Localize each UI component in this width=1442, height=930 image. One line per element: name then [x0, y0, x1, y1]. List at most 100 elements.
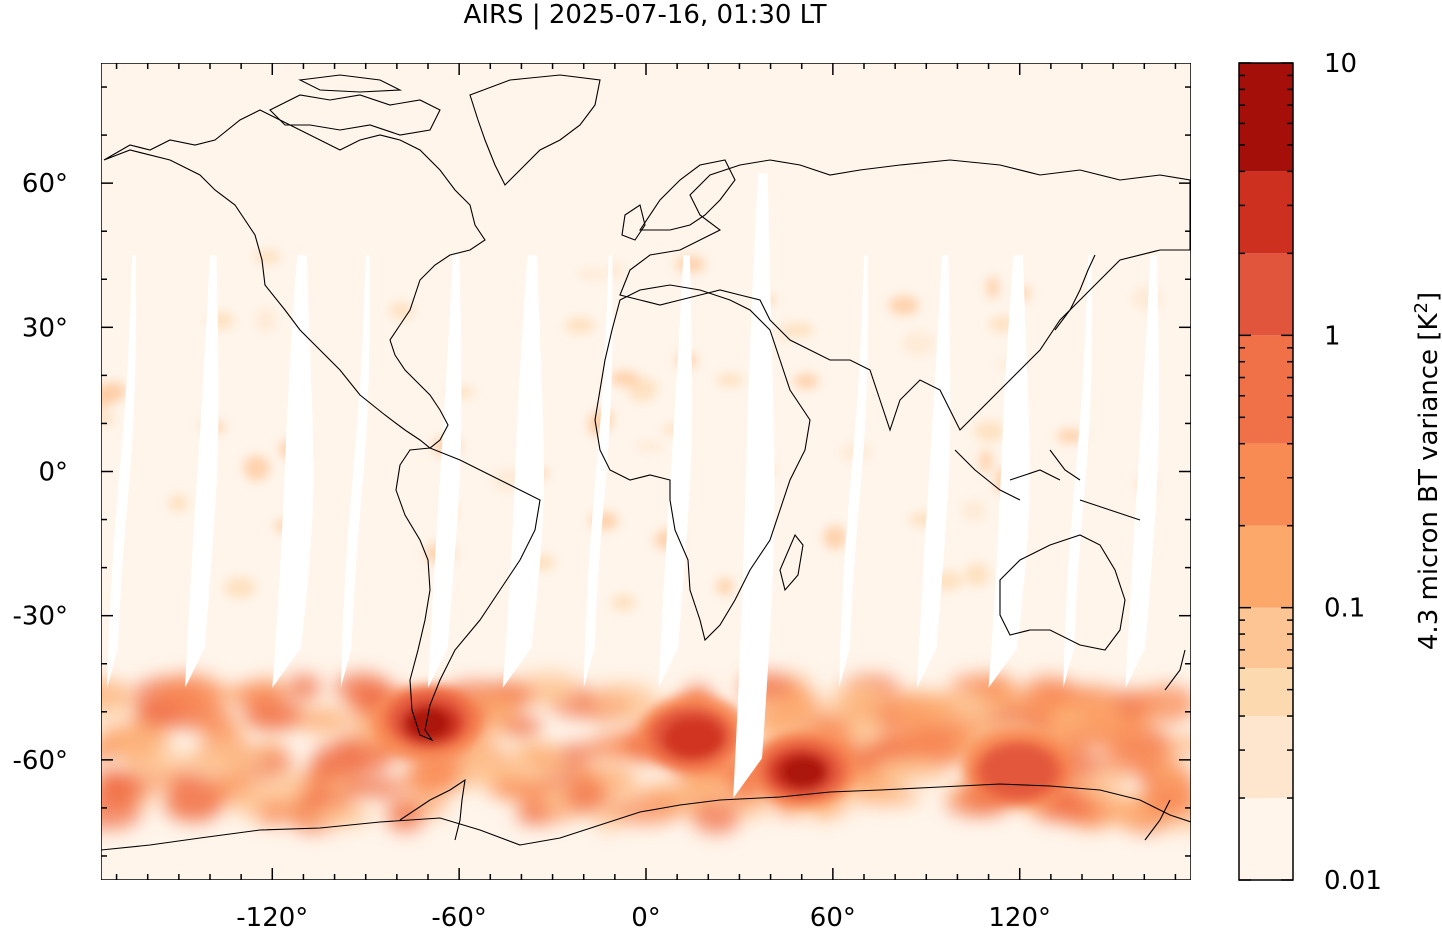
swath-gap	[428, 255, 462, 688]
variance-speck	[256, 308, 276, 333]
swath-gap	[502, 255, 545, 688]
variance-speck	[254, 249, 281, 264]
variance-blob	[101, 693, 134, 717]
variance-blob	[877, 755, 908, 788]
variance-blob	[1154, 761, 1189, 784]
colorbar-segment	[1239, 525, 1293, 608]
variance-blob	[101, 742, 122, 760]
variance-blob	[1052, 696, 1123, 736]
variance-blob	[121, 746, 167, 773]
x-tick-label: 120°	[988, 903, 1051, 930]
variance-blob	[286, 674, 322, 701]
variance-speck	[168, 494, 189, 512]
y-tick-label: 0°	[38, 458, 68, 488]
variance-blob	[141, 768, 175, 790]
y-tick-label: -30°	[13, 602, 68, 632]
hotspot-level	[404, 707, 451, 740]
variance-blob	[253, 742, 287, 759]
coastline-europe	[619, 159, 1191, 432]
variance-speck	[102, 381, 127, 402]
colorbar-tick-label: 10	[1324, 49, 1357, 79]
variance-blob	[589, 682, 660, 721]
swath-gap	[185, 255, 219, 688]
coastlines	[101, 74, 1191, 851]
coastline-australia	[999, 534, 1126, 651]
swath-gap	[583, 255, 613, 688]
swath-gap	[733, 173, 775, 799]
variance-blob	[192, 702, 235, 738]
map-panel	[101, 63, 1191, 880]
variance-speck	[224, 576, 256, 599]
colorbar-tick-label: 1	[1324, 321, 1341, 351]
variance-blob	[850, 788, 921, 806]
colorbar-label: 4.3 micron BT variance [K2]	[1411, 292, 1442, 650]
variance-blob	[1022, 675, 1077, 711]
hotspot-level	[662, 716, 725, 760]
data-gaps	[107, 173, 1160, 799]
variance-blob	[780, 686, 814, 722]
colorbar-tick-label: 0.01	[1324, 866, 1382, 896]
colorbar-segment	[1239, 171, 1293, 254]
variance-speck	[609, 370, 639, 387]
swath-gap	[916, 255, 951, 688]
colorbar-segment	[1239, 63, 1293, 172]
variance-blob	[491, 780, 551, 799]
colorbar-segment	[1239, 335, 1293, 444]
variance-field	[101, 249, 1191, 834]
variance-speck	[101, 413, 115, 425]
colorbar-ticks	[1239, 62, 1293, 881]
variance-blob	[892, 690, 958, 724]
colorbar-tick-label: 0.1	[1324, 594, 1365, 624]
swath-gap	[1063, 255, 1093, 688]
coastline-south-america	[395, 447, 541, 742]
x-tick-labels: -120° -60° 0° 60° 120°	[236, 903, 1051, 930]
variance-speck	[888, 295, 919, 316]
variance-speck	[611, 594, 636, 611]
variance-blob	[565, 779, 607, 814]
coastline-africa	[594, 284, 811, 642]
colorbar-label-superscript: 2	[1411, 302, 1432, 313]
variance-speck	[577, 268, 607, 280]
colorbar-frame	[1238, 62, 1294, 881]
swath-gap	[988, 255, 1030, 688]
variance-blob	[101, 722, 168, 753]
variance-speck	[715, 373, 744, 387]
variance-blob	[845, 711, 882, 733]
coastline-new-zealand	[1144, 649, 1186, 841]
x-tick-label: 60°	[810, 903, 856, 930]
variance-blob	[757, 708, 793, 733]
variance-blob	[516, 804, 552, 826]
variance-speck	[901, 331, 934, 356]
y-tick-label: 60°	[22, 169, 68, 199]
map-axes	[101, 63, 1191, 880]
coastline-madagascar	[779, 533, 804, 592]
coastline-indonesia	[954, 449, 1141, 521]
variance-blob	[502, 715, 542, 738]
variance-blob	[334, 672, 388, 705]
swath-gap	[1125, 255, 1160, 688]
variance-blob	[1140, 787, 1191, 818]
colorbar-segment	[1239, 716, 1293, 799]
variance-speck	[675, 255, 706, 273]
variance-blob	[313, 803, 372, 828]
coastline-arctic-islands	[269, 74, 441, 136]
variance-speck	[962, 500, 987, 521]
colorbar-segment	[1239, 253, 1293, 336]
swath-gap	[107, 255, 137, 688]
swath-gap	[839, 255, 868, 688]
variance-speck	[786, 323, 814, 337]
coastline-uk	[621, 204, 646, 241]
swath-gap	[658, 255, 692, 688]
variance-blob	[158, 673, 222, 713]
y-tick-label: 30°	[22, 313, 68, 343]
x-tick-label: 0°	[631, 903, 661, 930]
variance-speck	[964, 562, 990, 587]
hotspot-level	[979, 743, 1058, 799]
variance-speck	[716, 577, 733, 596]
variance-blob	[830, 684, 881, 702]
variance-speck	[974, 420, 1005, 442]
coastline-antarctica	[101, 783, 1191, 851]
colorbar-segment	[1239, 607, 1293, 669]
variance-blob	[228, 785, 269, 818]
swath-gap	[272, 255, 314, 688]
